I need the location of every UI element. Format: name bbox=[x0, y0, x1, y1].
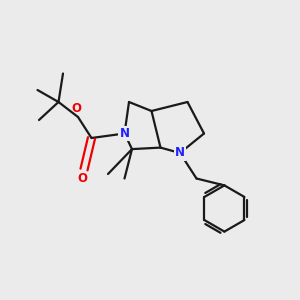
Text: N: N bbox=[175, 146, 185, 160]
Text: O: O bbox=[71, 102, 82, 115]
Text: O: O bbox=[77, 172, 88, 185]
Text: N: N bbox=[119, 127, 130, 140]
